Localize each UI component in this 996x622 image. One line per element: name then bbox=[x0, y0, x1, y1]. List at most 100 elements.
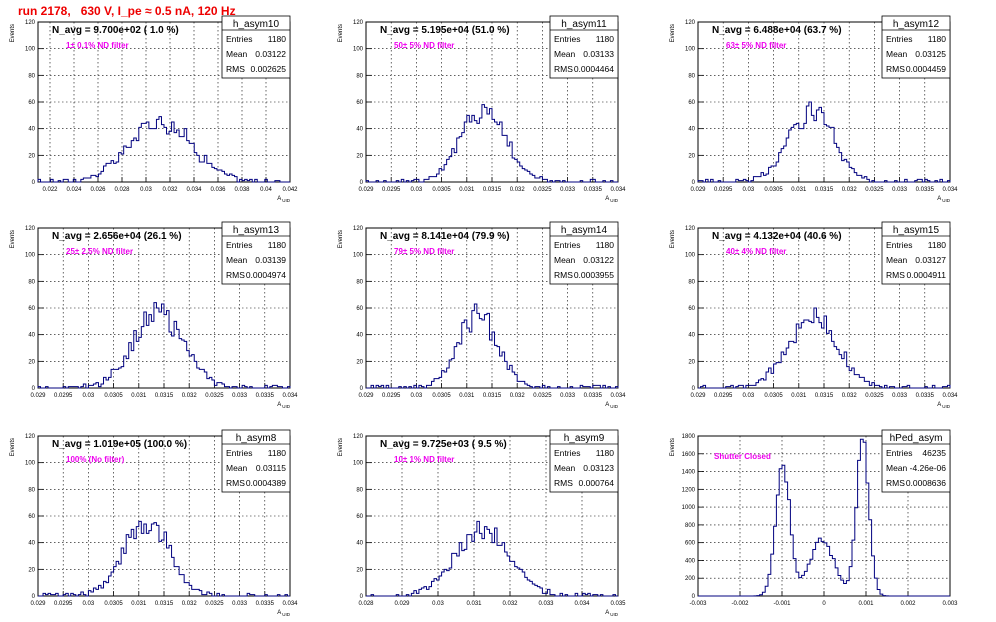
navg-label: N_avg = 6.488e+04 (63.7 %) bbox=[712, 25, 842, 36]
y-tick-label: 20 bbox=[28, 567, 35, 573]
x-tick-label: 0.032 bbox=[182, 601, 198, 607]
x-tick-label: 0.031 bbox=[791, 393, 807, 399]
navg-label: N_avg = 5.195e+04 (51.0 %) bbox=[380, 25, 510, 36]
histogram-plot: 0.029 0.0295 0.03 0.0305 0.031 0.0315 0.032 0.0… bbox=[10, 429, 298, 617]
stats-box bbox=[881, 221, 951, 285]
y-tick-label: 80 bbox=[356, 73, 363, 79]
x-tick-label: 0.03 bbox=[743, 393, 755, 399]
y-tick-label: 100 bbox=[25, 47, 36, 53]
x-tick-label: 0.03 bbox=[743, 187, 755, 193]
y-tick-label: 100 bbox=[685, 47, 696, 53]
x-axis-label: AUID bbox=[605, 196, 619, 203]
stats-key: RMS bbox=[886, 64, 905, 74]
x-tick-label: 0.0295 bbox=[714, 393, 733, 399]
histogram-series bbox=[365, 104, 618, 183]
x-tick-label: 0.0325 bbox=[205, 601, 224, 607]
y-tick-label: 60 bbox=[28, 514, 35, 520]
stats-box bbox=[221, 15, 291, 79]
stats-value: 1180 bbox=[268, 34, 287, 44]
y-tick-label: 60 bbox=[688, 100, 695, 106]
filter-annotation: 40± 4% ND filter bbox=[726, 247, 786, 256]
y-tick-label: 100 bbox=[353, 461, 364, 467]
y-tick-label: 120 bbox=[25, 434, 36, 440]
y-tick-label: 80 bbox=[688, 279, 695, 285]
histogram-plot: 0.028 0.029 0.03 0.031 0.032 0.033 0.034 0.035 0… bbox=[338, 429, 626, 617]
y-tick-label: 80 bbox=[28, 487, 35, 493]
y-axis-label: Events bbox=[338, 24, 344, 42]
stats-value: 1180 bbox=[596, 34, 615, 44]
histogram-panel-h_asym11: 0.029 0.0295 0.03 0.0305 0.031 0.0315 0.032 0.0… bbox=[328, 14, 664, 206]
x-tick-label: 0.031 bbox=[131, 601, 147, 607]
x-tick-label: 0.034 bbox=[282, 393, 298, 399]
y-tick-label: 120 bbox=[353, 226, 364, 232]
stats-box bbox=[881, 429, 951, 493]
x-axis-label-sub: UID bbox=[282, 404, 291, 409]
y-axis-label: Events bbox=[338, 230, 344, 248]
x-tick-label: 0.034 bbox=[610, 393, 626, 399]
histogram-panel-h_asym10: 0.022 0.024 0.026 0.028 0.03 0.032 0.034 0.036 0… bbox=[0, 14, 336, 206]
y-tick-label: 0 bbox=[360, 386, 364, 392]
stats-key: Entries bbox=[554, 34, 580, 44]
stats-key: Entries bbox=[226, 240, 252, 250]
y-tick-label: 20 bbox=[28, 359, 35, 365]
stats-key: RMS bbox=[886, 270, 905, 280]
stats-value: 0.0004974 bbox=[246, 270, 286, 280]
y-tick-label: 0 bbox=[692, 594, 696, 600]
histogram-series bbox=[697, 101, 951, 183]
x-tick-label: 0.031 bbox=[791, 187, 807, 193]
y-tick-label: 40 bbox=[356, 333, 363, 339]
stats-key: Entries bbox=[554, 448, 580, 458]
x-tick-label: 0.032 bbox=[182, 393, 198, 399]
x-tick-label: 0.031 bbox=[131, 393, 147, 399]
stats-key: Entries bbox=[226, 448, 252, 458]
x-tick-label: 0.0335 bbox=[916, 187, 935, 193]
stats-key: Mean bbox=[226, 255, 248, 265]
x-tick-label: 0.003 bbox=[942, 601, 958, 607]
stats-key: Entries bbox=[886, 240, 912, 250]
stats-title: h_asym9 bbox=[564, 433, 605, 444]
stats-key: Mean bbox=[886, 255, 908, 265]
y-tick-label: 100 bbox=[353, 253, 364, 259]
y-tick-label: 100 bbox=[353, 47, 364, 53]
stats-value: 1180 bbox=[268, 448, 287, 458]
y-tick-label: 1000 bbox=[682, 505, 696, 511]
x-tick-label: 0.0295 bbox=[54, 601, 73, 607]
x-tick-label: 0.0295 bbox=[382, 187, 401, 193]
x-tick-label: 0.032 bbox=[502, 601, 518, 607]
x-tick-label: 0.0315 bbox=[815, 187, 834, 193]
y-tick-label: 100 bbox=[25, 461, 36, 467]
histogram-series bbox=[698, 438, 950, 597]
x-tick-label: 0.0305 bbox=[104, 393, 123, 399]
filter-annotation: 79± 5% ND filter bbox=[394, 247, 454, 256]
x-tick-label: 0.031 bbox=[459, 187, 475, 193]
x-tick-label: 0.026 bbox=[90, 187, 106, 193]
x-tick-label: 0.032 bbox=[510, 393, 526, 399]
stats-key: Mean bbox=[554, 255, 576, 265]
x-axis-label-sub: UID bbox=[610, 612, 619, 617]
stats-value: 0.0004911 bbox=[906, 270, 946, 280]
x-tick-label: 0.032 bbox=[842, 393, 858, 399]
y-tick-label: 80 bbox=[356, 487, 363, 493]
x-tick-label: 0.0325 bbox=[865, 187, 884, 193]
x-tick-label: 0.03 bbox=[432, 601, 444, 607]
y-tick-label: 0 bbox=[360, 594, 364, 600]
x-tick-label: 0.0315 bbox=[155, 393, 174, 399]
x-tick-label: 0.0325 bbox=[865, 393, 884, 399]
x-axis-label-sub: UID bbox=[942, 198, 951, 203]
stats-title: h_asym12 bbox=[893, 19, 940, 30]
x-tick-label: 0.034 bbox=[942, 187, 958, 193]
x-axis-label: AUID bbox=[277, 402, 291, 409]
stats-key: Entries bbox=[886, 448, 912, 458]
y-tick-label: 60 bbox=[356, 100, 363, 106]
stats-box bbox=[549, 429, 619, 493]
stats-key: Entries bbox=[226, 34, 252, 44]
x-tick-label: 0.029 bbox=[690, 393, 706, 399]
stats-title: hPed_asym bbox=[890, 433, 943, 444]
x-tick-label: 0.024 bbox=[66, 187, 82, 193]
stats-key: RMS bbox=[226, 478, 245, 488]
y-axis-label: Events bbox=[10, 438, 16, 456]
x-tick-label: 0.028 bbox=[358, 601, 374, 607]
y-tick-label: 1600 bbox=[682, 452, 696, 458]
x-tick-label: 0.028 bbox=[114, 187, 130, 193]
x-tick-label: 0.0325 bbox=[533, 393, 552, 399]
